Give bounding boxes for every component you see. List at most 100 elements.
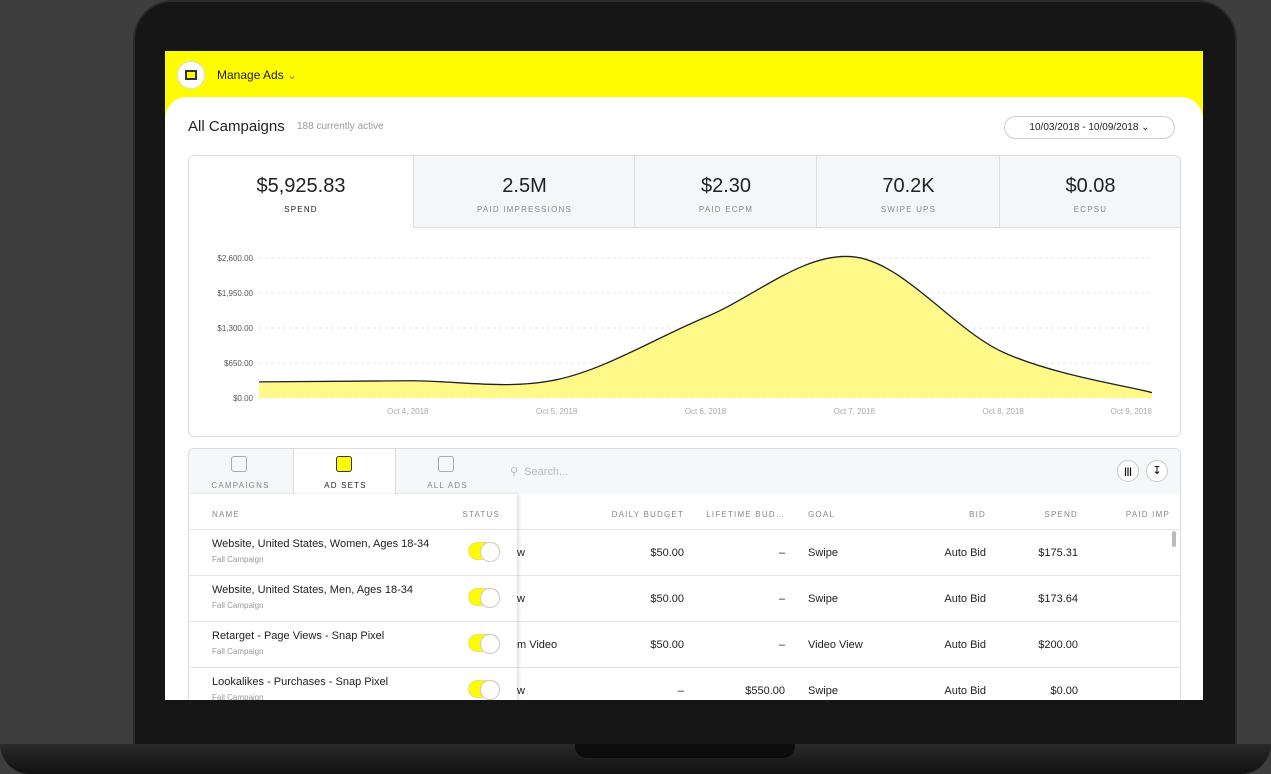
row-campaign: Fall Campaign (212, 647, 264, 656)
status-toggle[interactable] (468, 542, 500, 562)
delivery-cell: m Video (517, 639, 558, 651)
bid-cell: Auto Bid (944, 685, 986, 697)
page-title: All Campaigns (188, 118, 285, 135)
column-header: BID (969, 510, 986, 519)
lifetime-cell: – (778, 593, 785, 605)
goal-cell: Swipe (808, 547, 838, 559)
metric-label: PAID IMPRESSIONS (476, 205, 573, 214)
table-tab[interactable]: CAMPAIGNS (189, 449, 292, 495)
status-toggle[interactable] (468, 680, 500, 700)
x-tick-label: Oct 5, 2018 (536, 407, 578, 416)
row-divider (189, 667, 1180, 668)
app-title[interactable]: Manage Ads ⌄ (217, 68, 298, 82)
row-divider (189, 667, 517, 668)
bid-cell: Auto Bid (944, 593, 986, 605)
daily-cell: $50.00 (650, 547, 684, 559)
metric-value: $0.08 (1065, 175, 1116, 197)
status-toggle[interactable] (468, 588, 500, 608)
metric-tab[interactable]: $2.30 PAID ECPM (634, 156, 816, 228)
x-tick-label: Oct 8, 2018 (982, 407, 1024, 416)
metric-value: 70.2K (882, 175, 935, 197)
daily-cell: $50.00 (650, 639, 684, 651)
table-tab[interactable]: AD SETS (293, 449, 396, 496)
spend-cell: $200.00 (1038, 639, 1078, 651)
metric-value: $2.30 (700, 175, 752, 197)
status-toggle[interactable] (468, 634, 500, 654)
metric-value: $5,925.83 (256, 175, 346, 197)
tab-icon (438, 456, 454, 472)
app-title-text: Manage Ads (217, 68, 284, 82)
header-divider (189, 529, 1180, 530)
spend-cell: $173.64 (1038, 593, 1078, 605)
metric-label: SPEND (284, 205, 318, 214)
y-tick-label: $650.00 (224, 359, 253, 368)
metric-value: 2.5M (502, 175, 547, 197)
columns-button[interactable]: ||| (1117, 460, 1139, 482)
metric-tab[interactable]: 70.2K SWIPE UPS (816, 156, 999, 228)
column-header: SPEND (1044, 510, 1078, 519)
lifetime-cell: $550.00 (745, 685, 785, 697)
account-icon[interactable] (177, 61, 205, 89)
delivery-cell: w (517, 593, 525, 605)
area (259, 256, 1152, 398)
row-divider (189, 575, 517, 576)
lifetime-cell: – (778, 639, 785, 651)
date-range-picker[interactable]: 10/03/2018 - 10/09/2018 ⌄ (1004, 116, 1175, 139)
metric-tab[interactable]: $0.08 ECPSU (999, 156, 1180, 228)
bid-cell: Auto Bid (944, 639, 986, 651)
row-divider (189, 621, 517, 622)
screen-content: Manage Ads ⌄ All Campaigns 188 currently… (165, 51, 1203, 700)
column-header: STATUS (462, 510, 500, 519)
row-divider (189, 621, 1180, 622)
column-header: NAME (212, 510, 240, 519)
scrollbar (1172, 531, 1176, 547)
row-campaign: Fall Campaign (212, 693, 264, 700)
row-name[interactable]: Website, United States, Men, Ages 18-34 (212, 584, 413, 596)
stats-card: $5,925.83 SPEND 2.5M PAID IMPRESSIONS $2.30 P… (188, 155, 1181, 437)
delivery-cell: w (517, 547, 525, 559)
metric-label: PAID ECPM (698, 205, 754, 214)
row-name[interactable]: Website, United States, Women, Ages 18-3… (212, 538, 430, 550)
header-divider (189, 529, 517, 530)
metric-label: SWIPE UPS (880, 205, 937, 214)
metric-label: ECPSU (1073, 205, 1108, 214)
tab-label: AD SETS (324, 481, 367, 490)
y-tick-label: $2,600.00 (217, 254, 253, 263)
row-name[interactable]: Retarget - Page Views - Snap Pixel (212, 630, 385, 642)
y-tick-label: $1,300.00 (217, 324, 253, 333)
metric-tab[interactable]: $5,925.83 SPEND (189, 156, 413, 228)
row-name[interactable]: Lookalikes - Purchases - Snap Pixel (212, 676, 389, 688)
sticky-column (189, 494, 517, 700)
column-header: LIFETIME BUD… (706, 510, 785, 519)
search-field[interactable]: ⚲ Search... (510, 466, 569, 478)
row-divider (189, 575, 1180, 576)
download-button[interactable]: ↧ (1146, 460, 1168, 482)
x-tick-label: Oct 4, 2018 (387, 407, 429, 416)
page-subtitle: 188 currently active (297, 121, 384, 132)
tab-icon (336, 456, 352, 472)
bid-cell: Auto Bid (944, 547, 986, 559)
y-tick-label: $0.00 (233, 394, 254, 403)
column-header: GOAL (808, 510, 836, 519)
column-header: PAID IMP (1125, 510, 1170, 519)
tab-icon (231, 456, 247, 472)
column-header: DAILY BUDGET (611, 510, 684, 519)
row-campaign: Fall Campaign (212, 555, 264, 564)
screen: Manage Ads ⌄ All Campaigns 188 currently… (165, 51, 1203, 700)
y-tick-label: $1,950.00 (217, 289, 253, 298)
line (258, 255, 1153, 394)
daily-cell: $50.00 (650, 593, 684, 605)
goal-cell: Swipe (808, 593, 838, 605)
x-tick-label: Oct 7, 2018 (834, 407, 876, 416)
spend-cell: $0.00 (1050, 685, 1078, 697)
goal-cell: Video View (808, 639, 863, 651)
lifetime-cell: – (778, 547, 785, 559)
x-tick-label: Oct 6, 2018 (685, 407, 727, 416)
table-tab[interactable]: ALL ADS (396, 449, 499, 495)
laptop-notch (575, 744, 795, 758)
daily-cell: – (677, 685, 684, 697)
x-tick-label: Oct 9, 2018 (1111, 407, 1153, 416)
row-campaign: Fall Campaign (212, 601, 264, 610)
chart: $0.00 $650.00 $1,300.00 $1,950.00 $2,600.00 O… (217, 254, 1153, 416)
metric-tab[interactable]: 2.5M PAID IMPRESSIONS (413, 156, 634, 228)
